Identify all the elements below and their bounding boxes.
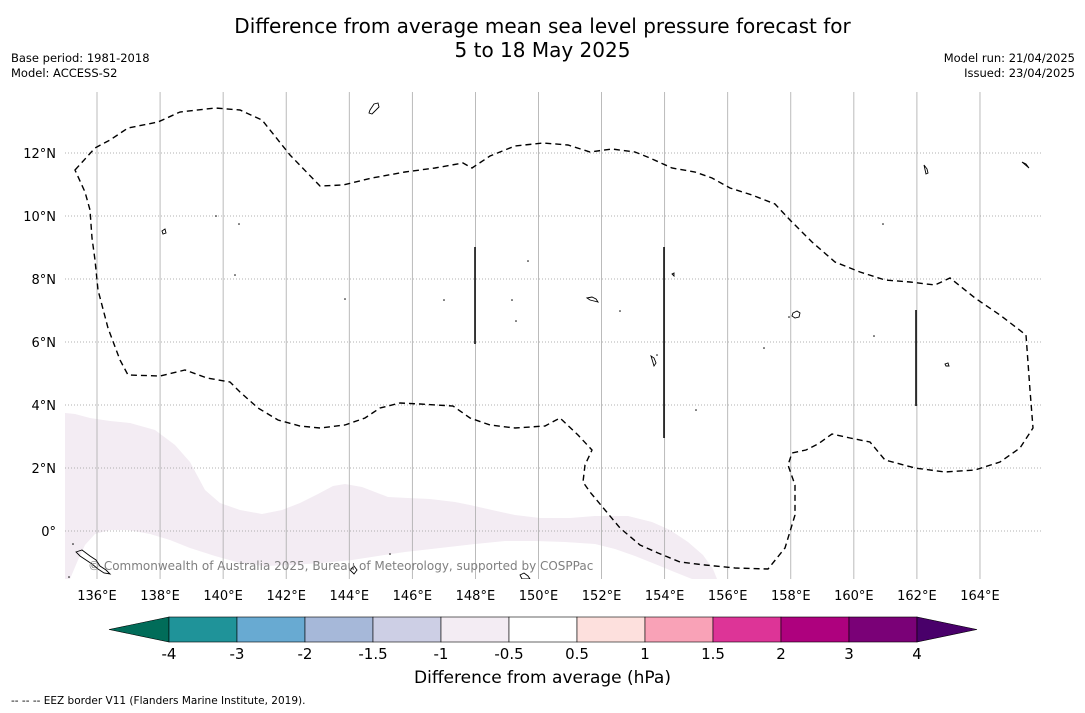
colorbar-tick-label: 0.5: [565, 645, 589, 663]
island: [585, 296, 600, 303]
lat-label: 8°N: [32, 273, 57, 288]
lon-label: 148°E: [456, 589, 496, 604]
lat-label: 2°N: [32, 462, 57, 477]
island: [349, 565, 358, 575]
lon-label: 162°E: [897, 589, 937, 604]
colorbar-segment: [576, 616, 646, 643]
islands: [75, 102, 1030, 579]
lon-label: 142°E: [266, 589, 306, 604]
colorbar-tick-label: -3: [230, 645, 245, 663]
lon-label: 150°E: [519, 589, 559, 604]
lon-label: 144°E: [330, 589, 370, 604]
model-run: Model run: 21/04/2025: [943, 51, 1075, 65]
island: [650, 354, 657, 368]
colorbar-segment: [372, 616, 442, 643]
colorbar-under-arrow: [108, 616, 170, 643]
colorbar-segment: [780, 616, 850, 643]
island: [944, 362, 950, 367]
lon-label: 140°E: [203, 589, 243, 604]
island-dots: [68, 215, 884, 578]
island: [161, 228, 167, 235]
colorbar-tick-label: 4: [912, 645, 922, 663]
longitude-labels: 136°E 138°E 140°E 142°E 144°E 146°E 148°E 150°E…: [77, 589, 1000, 604]
colorbar-segment: [644, 616, 714, 643]
lat-label: 0°: [41, 525, 56, 540]
lat-label: 12°N: [23, 147, 56, 162]
island: [1021, 161, 1030, 169]
lon-label: 152°E: [582, 589, 622, 604]
run-info: Model run: 21/04/2025 Issued: 23/04/2025: [944, 51, 1075, 81]
colorbar-tick-label: -1: [434, 645, 449, 663]
base-period: Base period: 1981-2018: [11, 51, 150, 65]
lon-label: 154°E: [645, 589, 685, 604]
colorbar-tick-label: -4: [162, 645, 177, 663]
island: [791, 310, 801, 319]
model-info: Base period: 1981-2018 Model: ACCESS-S2: [11, 51, 150, 81]
lon-label: 160°E: [834, 589, 874, 604]
lon-label: 158°E: [771, 589, 811, 604]
lat-label: 6°N: [32, 336, 57, 351]
colorbar-over-arrow: [916, 616, 978, 643]
island: [923, 164, 929, 175]
lon-label: 164°E: [960, 589, 1000, 604]
colorbar-segment: [236, 616, 306, 643]
lon-label: 136°E: [77, 589, 117, 604]
map-area: © Commonwealth of Australia 2025, Bureau…: [65, 92, 1043, 579]
lon-label: 138°E: [140, 589, 180, 604]
colorbar-segment: [440, 616, 510, 643]
map-credit: © Commonwealth of Australia 2025, Bureau…: [88, 559, 593, 573]
island: [368, 102, 380, 115]
eez-footnote: -- -- -- EEZ border V11 (Flanders Marine…: [11, 695, 306, 707]
lon-label: 146°E: [393, 589, 433, 604]
colorbar-tick-label: 2: [776, 645, 786, 663]
colorbar-segment: [712, 616, 782, 643]
colorbar-segment: [304, 616, 374, 643]
title-line-1: Difference from average mean sea level p…: [234, 14, 851, 38]
colorbar-tick-label: -1.5: [358, 645, 387, 663]
lon-label: 156°E: [708, 589, 748, 604]
colorbar-label: Difference from average (hPa): [414, 668, 671, 688]
model-name: Model: ACCESS-S2: [11, 66, 118, 80]
island: [519, 572, 531, 579]
latitude-labels: 12°N 10°N 8°N 6°N 4°N 2°N 0°: [23, 147, 56, 540]
chart-title: Difference from average mean sea level p…: [0, 14, 1085, 62]
title-line-2: 5 to 18 May 2025: [454, 38, 631, 62]
lat-label: 4°N: [32, 399, 57, 414]
colorbar: -4 -3 -2 -1.5 -1 -0.5 0.5 1 1.5 2 3 4: [108, 616, 978, 663]
lat-label: 10°N: [23, 210, 56, 225]
island: [671, 272, 675, 278]
colorbar-segment: [848, 616, 918, 643]
eez-border: [74, 107, 1034, 570]
negative-anomaly-region: [65, 413, 717, 579]
colorbar-tick-label: 3: [844, 645, 854, 663]
colorbar-segment: [168, 616, 238, 643]
colorbar-tick-label: 1: [640, 645, 650, 663]
colorbar-tick-label: -0.5: [494, 645, 523, 663]
issued-date: Issued: 23/04/2025: [964, 66, 1075, 80]
colorbar-tick-label: 1.5: [701, 645, 725, 663]
island: [75, 549, 112, 575]
colorbar-tick-label: -2: [298, 645, 313, 663]
colorbar-segment: [508, 616, 578, 643]
